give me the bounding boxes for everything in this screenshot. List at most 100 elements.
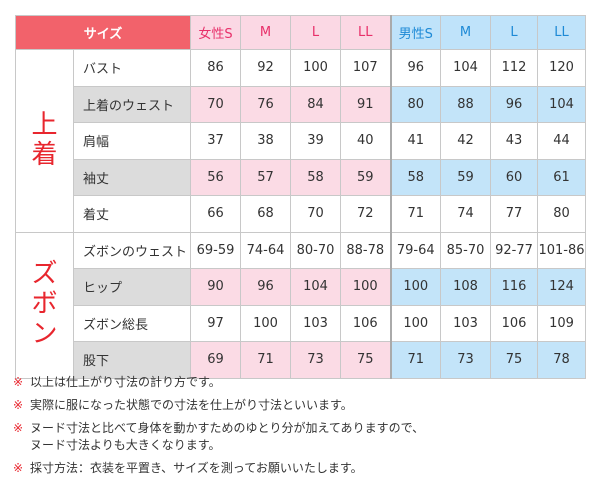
measurement-value: 80-70: [290, 231, 341, 269]
measurement-value: 108: [440, 268, 491, 306]
measurement-value: 42: [440, 122, 491, 160]
measurement-value: 109: [537, 304, 586, 342]
note-item: ※ 採寸方法：衣装を平置き、サイズを測ってお願いいたします。: [13, 460, 588, 477]
measurement-value: 104: [440, 49, 491, 87]
group-label-text: ズボン: [31, 259, 58, 349]
measurement-value: 59: [340, 158, 391, 196]
measurement-value: 104: [537, 85, 586, 123]
measurement-value: 100: [340, 268, 391, 306]
measurement-value: 75: [340, 341, 391, 379]
note-mark: ※: [13, 398, 24, 412]
measurement-value: 120: [537, 49, 586, 87]
note-item: ※ 実際に服になった状態での寸法を仕上がり寸法といいます。: [13, 397, 588, 414]
measurement-value: 79-64: [389, 231, 441, 269]
measurement-value: 43: [490, 122, 538, 160]
table-row: ズボン ズボンのウェスト 69-59 74-64 80-70 88-78 79-64 85-7…: [15, 231, 586, 379]
measurement-value: 84: [290, 85, 341, 123]
measurement-value: 107: [340, 49, 391, 87]
measurement-value: 39: [290, 122, 341, 160]
measurement-value: 58: [290, 158, 341, 196]
measurement-value: 71: [240, 341, 291, 379]
measurement-value: 78: [537, 341, 586, 379]
table-row: 股下 69 71 73 75 71 73 75 78: [16, 341, 586, 379]
measurement-label: ヒップ: [73, 268, 191, 306]
note-text: 採寸方法：衣装を平置き、サイズを測ってお願いいたします。: [30, 461, 363, 475]
size-col-men-m: M: [440, 15, 491, 50]
measurement-value: 71: [389, 341, 441, 379]
measurement-value: 101-86: [537, 231, 586, 269]
measurement-value: 103: [440, 304, 491, 342]
measurement-value: 86: [190, 49, 241, 87]
measurement-label: 上着のウェスト: [73, 85, 191, 123]
measurement-value: 72: [340, 195, 391, 233]
measurement-value: 92: [240, 49, 291, 87]
measurement-value: 59: [440, 158, 491, 196]
group-label: ズボン: [15, 231, 74, 379]
measurement-value: 73: [290, 341, 341, 379]
measurement-value: 41: [389, 122, 441, 160]
size-col-men-s: 男性S: [389, 15, 441, 50]
measurement-value: 96: [389, 49, 441, 87]
measurement-value: 91: [340, 85, 391, 123]
measurement-value: 37: [190, 122, 241, 160]
note-mark: ※: [13, 461, 24, 475]
measurement-value: 57: [240, 158, 291, 196]
measurement-value: 85-70: [440, 231, 491, 269]
measurement-value: 100: [389, 268, 441, 306]
measurement-value: 75: [490, 341, 538, 379]
measurement-value: 100: [240, 304, 291, 342]
measurement-value: 112: [490, 49, 538, 87]
measurement-value: 38: [240, 122, 291, 160]
notes-section: ※ 以上は仕上がり寸法の計り方です。 ※ 実際に服になった状態での寸法を仕上がり寸法と…: [13, 374, 588, 483]
measurement-label: 肩幅: [73, 122, 191, 160]
measurement-value: 80: [537, 195, 586, 233]
measurement-label: 袖丈: [73, 158, 191, 196]
measurement-value: 66: [190, 195, 241, 233]
note-mark: ※: [13, 375, 24, 389]
measurement-value: 71: [389, 195, 441, 233]
size-col-men-l: L: [490, 15, 538, 50]
measurement-label: 股下: [73, 341, 191, 379]
measurement-value: 100: [290, 49, 341, 87]
note-text: 実際に服になった状態での寸法を仕上がり寸法といいます。: [30, 398, 353, 412]
size-col-men-ll: LL: [537, 15, 586, 50]
measurement-value: 40: [340, 122, 391, 160]
measurement-value: 96: [490, 85, 538, 123]
measurement-value: 116: [490, 268, 538, 306]
measurement-value: 76: [240, 85, 291, 123]
size-col-women-m: M: [240, 15, 291, 50]
measurement-value: 96: [240, 268, 291, 306]
group-label: 上着: [15, 49, 74, 233]
note-item: ※ 以上は仕上がり寸法の計り方です。: [13, 374, 588, 391]
size-table: サイズ 女性S M L LL 男性S M L LL 上着 バスト 86 92 100 10…: [15, 15, 586, 379]
table-row: 肩幅 37 38 39 40 41 42 43 44: [16, 122, 586, 160]
measurement-label: 着丈: [73, 195, 191, 233]
measurement-value: 74: [440, 195, 491, 233]
measurement-value: 100: [389, 304, 441, 342]
table-row: 袖丈 56 57 58 59 58 59 60 61: [16, 158, 586, 196]
measurement-label: ズボン総長: [73, 304, 191, 342]
measurement-value: 124: [537, 268, 586, 306]
measurement-value: 73: [440, 341, 491, 379]
measurement-value: 104: [290, 268, 341, 306]
size-col-women-ll: LL: [340, 15, 391, 50]
measurement-value: 88-78: [340, 231, 391, 269]
measurement-value: 106: [340, 304, 391, 342]
measurement-value: 60: [490, 158, 538, 196]
measurement-value: 106: [490, 304, 538, 342]
measurement-value: 69: [190, 341, 241, 379]
measurement-value: 69-59: [190, 231, 241, 269]
measurement-value: 88: [440, 85, 491, 123]
note-text: 以上は仕上がり寸法の計り方です。: [30, 375, 221, 389]
measurement-value: 77: [490, 195, 538, 233]
size-header-label: サイズ: [15, 15, 191, 50]
measurement-value: 103: [290, 304, 341, 342]
note-text: ヌード寸法と比べて身体を動かすためのゆとり分が加えてありますので、 ヌード寸法よ…: [30, 421, 425, 452]
table-row: ズボン総長 97 100 103 106 100 103 106 109: [16, 304, 586, 342]
table-row: 上着 バスト 86 92 100 107 96 104 112 120: [15, 49, 586, 233]
size-col-women-s: 女性S: [190, 15, 241, 50]
size-col-women-l: L: [290, 15, 341, 50]
measurement-value: 70: [190, 85, 241, 123]
measurement-value: 90: [190, 268, 241, 306]
measurement-value: 97: [190, 304, 241, 342]
